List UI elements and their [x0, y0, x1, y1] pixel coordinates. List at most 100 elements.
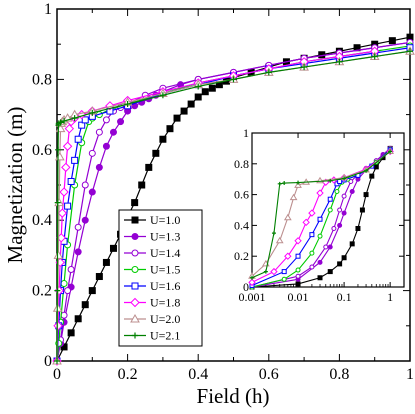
- data-point: [109, 244, 117, 252]
- data-point: [131, 199, 139, 207]
- data-point: [88, 287, 96, 295]
- inset-data-point: [309, 232, 315, 238]
- data-point: [230, 76, 237, 83]
- inset-data-point: [289, 193, 298, 201]
- inset-data-point: [309, 264, 315, 270]
- inset-plot-area: 0.001 0.01 0.1 1 0 0.2 0.4 0.6 0.8 1: [234, 126, 405, 304]
- main-plot-area: 0 0.2 0.4 0.6 0.8 1 0 0.2 0.4 0.6 0.8 1: [32, 1, 415, 383]
- legend-label: U=1.4: [150, 246, 180, 260]
- data-point: [67, 329, 75, 337]
- inset-data-point: [327, 244, 333, 250]
- inset-data-point: [281, 269, 287, 275]
- inset-data-point: [295, 281, 301, 287]
- data-point: [61, 162, 71, 173]
- inset-data-point: [302, 218, 310, 227]
- x-tick-label: 0.6: [259, 366, 279, 383]
- legend-label: U=1.3: [150, 230, 180, 244]
- inset-y-tick-label: 0.8: [234, 157, 249, 171]
- inset-data-point: [327, 269, 333, 275]
- legend-marker: [131, 266, 139, 273]
- inset-data-point: [359, 207, 365, 213]
- data-point: [152, 149, 160, 157]
- inset-data-point: [309, 250, 315, 256]
- data-point: [195, 83, 202, 90]
- data-point: [81, 301, 89, 309]
- inset-data-point: [270, 267, 278, 276]
- data-point: [95, 273, 103, 281]
- y-tick-label: 0: [44, 353, 52, 370]
- data-point: [109, 128, 117, 136]
- inset-y-tick-label: 0.4: [234, 218, 249, 232]
- data-point: [201, 88, 209, 96]
- inset-data-point: [369, 173, 375, 179]
- legend-label: U=2.1: [150, 329, 180, 343]
- inset-data-point: [284, 252, 292, 260]
- data-point: [55, 146, 62, 153]
- data-point: [64, 287, 72, 295]
- data-point: [194, 93, 202, 101]
- inset-data-point: [308, 209, 316, 217]
- legend-marker: [131, 282, 139, 290]
- inset-data-point: [294, 181, 302, 188]
- inset-data-point: [341, 210, 347, 216]
- data-point: [95, 163, 103, 171]
- inset-x-tick-label: 0.001: [239, 290, 266, 304]
- data-point: [81, 216, 89, 224]
- inset-data-point: [317, 275, 323, 281]
- inset-data-point: [341, 255, 347, 261]
- data-point: [81, 116, 89, 124]
- inset-data-point: [328, 178, 333, 183]
- data-point: [67, 177, 75, 185]
- inset-y-tick-label: 0.2: [234, 249, 249, 263]
- data-point: [89, 109, 96, 116]
- inset-data-point: [317, 216, 323, 222]
- inset-data-point: [323, 244, 329, 250]
- x-tick-label: 0.2: [118, 366, 138, 383]
- y-tick-label: 0.8: [32, 71, 52, 88]
- inset-data-point: [349, 241, 355, 247]
- legend-marker: [131, 249, 139, 257]
- data-point: [301, 64, 308, 71]
- inset-data-point: [337, 261, 343, 267]
- inset-data-point: [248, 278, 256, 287]
- legend-label: U=1.6: [150, 279, 180, 293]
- inset-data-point: [295, 253, 301, 259]
- inset-data-point: [296, 180, 301, 185]
- data-point: [336, 58, 343, 65]
- legend: U=1.0 U=1.3 U=1.4 U=1.5 U=1.6 U=1.8 U=2.0 U=2.1: [118, 209, 203, 347]
- legend-marker: [132, 332, 138, 339]
- y-tick-label: 0.2: [32, 283, 52, 300]
- data-point: [67, 265, 75, 273]
- data-point: [57, 119, 64, 126]
- series-line: [56, 47, 411, 362]
- data-point: [71, 115, 78, 122]
- data-point: [74, 223, 82, 231]
- y-tick-label: 1: [44, 1, 52, 18]
- data-point: [102, 258, 110, 266]
- data-point: [159, 92, 166, 99]
- data-point: [53, 250, 64, 259]
- data-point: [166, 125, 174, 133]
- data-point: [180, 107, 188, 115]
- data-point: [71, 156, 79, 164]
- inset-data-point: [250, 275, 254, 280]
- inset-y-tick-label: 0: [243, 280, 249, 294]
- data-point: [117, 118, 125, 126]
- data-point: [62, 141, 73, 151]
- legend-marker: [130, 313, 140, 323]
- x-axis-label: Field (h): [197, 384, 270, 408]
- legend-label: U=1.0: [150, 213, 180, 227]
- legend-box: [118, 209, 203, 347]
- data-point: [64, 123, 75, 134]
- data-point: [54, 358, 60, 364]
- inset-data-point: [355, 225, 361, 231]
- inset-data-point: [337, 207, 343, 213]
- data-point: [57, 208, 68, 218]
- data-point: [371, 53, 378, 60]
- inset-data-point: [281, 276, 287, 282]
- inset-data-point: [331, 225, 337, 231]
- inset-data-point: [282, 181, 287, 186]
- data-point: [74, 248, 82, 256]
- inset-data-point: [337, 222, 343, 228]
